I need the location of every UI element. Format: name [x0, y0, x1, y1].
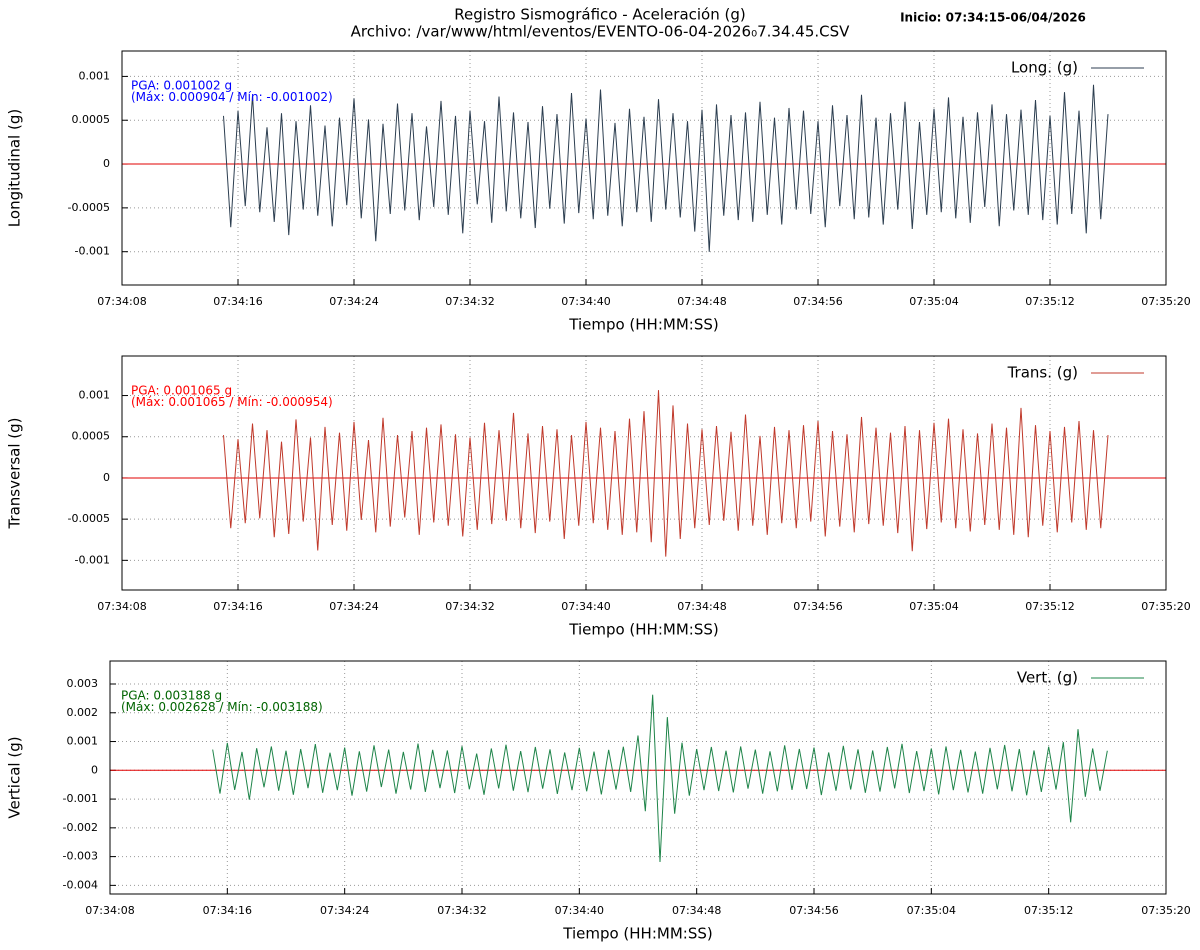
x-axis-label: Tiempo (HH:MM:SS): [568, 316, 718, 334]
y-tick-label: 0.001: [79, 69, 111, 82]
y-tick-label: 0.001: [79, 389, 111, 402]
annotation: (Máx: 0.002628 / Mín: -0.003188): [121, 700, 323, 714]
y-tick-label: -0.001: [75, 553, 110, 566]
y-axis-label: Longitudinal (g): [6, 109, 24, 227]
x-tick-label: 07:34:08: [85, 904, 134, 917]
y-tick-label: 0.001: [67, 735, 99, 748]
annotation: PGA: 0.003188 g: [121, 689, 222, 703]
plot-frame: [121, 50, 1167, 286]
x-tick-label: 07:35:20: [1141, 295, 1190, 308]
plot-frame: [109, 660, 1167, 895]
x-tick-label: 07:34:48: [672, 904, 721, 917]
x-tick-label: 07:34:24: [329, 295, 378, 308]
x-tick-label: 07:34:16: [203, 904, 252, 917]
y-tick-label: -0.002: [63, 821, 98, 834]
x-tick-label: 07:35:04: [909, 295, 958, 308]
x-tick-label: 07:34:40: [561, 600, 610, 613]
y-tick-label: -0.003: [63, 850, 98, 863]
x-tick-label: 07:35:04: [909, 600, 958, 613]
x-tick-label: 07:34:40: [555, 904, 604, 917]
annotation: PGA: 0.001065 g: [131, 384, 232, 398]
y-tick-label: -0.001: [63, 792, 98, 805]
x-tick-label: 07:35:12: [1025, 295, 1074, 308]
y-axis-label: Vertical (g): [6, 736, 24, 818]
x-tick-label: 07:35:12: [1024, 904, 1073, 917]
annotation: PGA: 0.001002 g: [131, 79, 232, 93]
y-axis-label: Transversal (g): [6, 417, 24, 529]
y-tick-label: -0.004: [63, 878, 98, 891]
x-tick-label: 07:34:56: [793, 295, 842, 308]
start-label: Inicio: 07:34:15-06/04/2026: [900, 11, 1086, 25]
seismic-trace: [212, 694, 1108, 863]
y-tick-label: 0: [103, 157, 110, 170]
y-tick-label: 0: [103, 471, 110, 484]
x-tick-label: 07:34:56: [793, 600, 842, 613]
y-tick-label: 0: [91, 763, 98, 776]
x-tick-label: 07:35:12: [1025, 600, 1074, 613]
x-tick-label: 07:35:04: [907, 904, 956, 917]
legend-label: Long. (g): [1011, 59, 1078, 77]
x-tick-label: 07:34:32: [445, 295, 494, 308]
x-tick-label: 07:35:20: [1141, 600, 1190, 613]
x-tick-label: 07:34:32: [437, 904, 486, 917]
y-tick-label: -0.0005: [68, 201, 110, 214]
annotation: (Máx: 0.001065 / Mín: -0.000954): [131, 395, 333, 409]
x-tick-label: 07:34:08: [97, 600, 146, 613]
x-tick-label: 07:34:32: [445, 600, 494, 613]
x-tick-label: 07:34:08: [97, 295, 146, 308]
plot-frame: [121, 355, 1167, 591]
y-tick-label: 0.0005: [72, 113, 111, 126]
x-axis-label: Tiempo (HH:MM:SS): [562, 925, 712, 943]
chart-subtitle: Archivo: /var/www/html/eventos/EVENTO-06…: [351, 23, 851, 41]
chart-title: Registro Sismográfico - Aceleración (g): [454, 6, 745, 24]
x-tick-label: 07:34:16: [213, 600, 262, 613]
y-tick-label: 0.003: [67, 677, 99, 690]
x-tick-label: 07:34:48: [677, 600, 726, 613]
seismic-trace: [223, 84, 1109, 252]
x-tick-label: 07:35:20: [1141, 904, 1190, 917]
x-tick-label: 07:34:24: [329, 600, 378, 613]
legend-label: Vert. (g): [1017, 669, 1078, 687]
x-tick-label: 07:34:16: [213, 295, 262, 308]
x-tick-label: 07:34:48: [677, 295, 726, 308]
seismic-trace: [223, 390, 1109, 557]
y-tick-label: -0.0005: [68, 512, 110, 525]
y-tick-label: 0.002: [67, 706, 99, 719]
y-tick-label: -0.001: [75, 245, 110, 258]
x-axis-label: Tiempo (HH:MM:SS): [568, 621, 718, 639]
y-tick-label: 0.0005: [72, 430, 111, 443]
x-tick-label: 07:34:40: [561, 295, 610, 308]
legend-label: Trans. (g): [1007, 364, 1078, 382]
x-tick-label: 07:34:24: [320, 904, 369, 917]
annotation: (Máx: 0.000904 / Mín: -0.001002): [131, 90, 333, 104]
x-tick-label: 07:34:56: [789, 904, 838, 917]
